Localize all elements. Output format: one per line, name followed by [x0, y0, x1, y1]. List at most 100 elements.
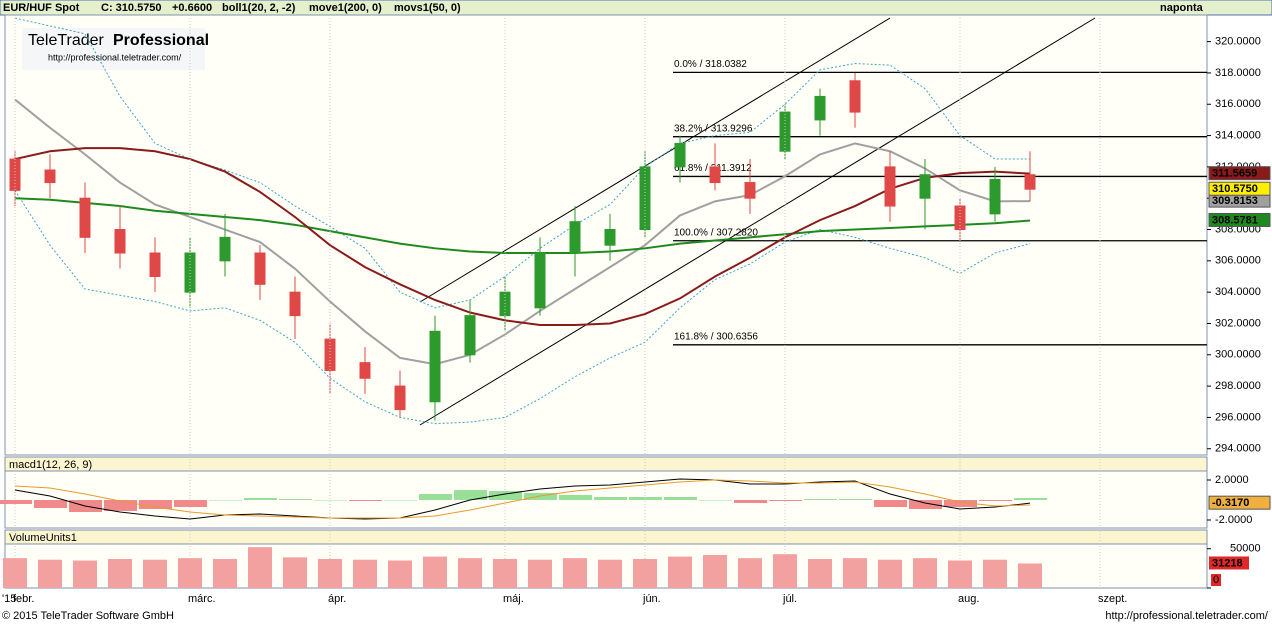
- macd-histogram: [489, 491, 522, 500]
- volume-bar: [878, 559, 902, 588]
- x-tick-label: jún.: [642, 593, 661, 605]
- indicator: move1(200, 0): [309, 2, 382, 14]
- volume-bar: [108, 558, 132, 588]
- volume-bar: [423, 556, 447, 588]
- candle-body: [219, 236, 231, 262]
- x-tick-label: szept.: [1098, 593, 1127, 605]
- panel-title: VolumeUnits1: [9, 532, 77, 544]
- macd-header: [4, 456, 1208, 472]
- macd-histogram: [174, 500, 207, 507]
- macd-histogram: [349, 500, 382, 501]
- fib-label: 100.0% / 307.2820: [674, 227, 758, 238]
- y-tick-label: 306.0000: [1215, 255, 1261, 267]
- volume-bar: [458, 558, 482, 588]
- macd-histogram: [909, 500, 942, 509]
- candle-body: [114, 229, 126, 254]
- last-value-badge: 311.5659: [1212, 168, 1257, 180]
- candle-body: [149, 252, 161, 277]
- macd-histogram: [874, 500, 907, 507]
- volume-bar: [1018, 563, 1042, 588]
- macd-histogram: [559, 495, 592, 500]
- candle-body: [1024, 174, 1036, 190]
- volume-bar: [388, 560, 412, 588]
- candle-body: [534, 252, 546, 309]
- volume-badge-bg: [1209, 556, 1249, 570]
- macd-histogram: [139, 500, 172, 509]
- volume-bar: [948, 560, 972, 588]
- candle-body: [429, 330, 441, 403]
- volume-bar: [843, 558, 867, 588]
- year-label: '15: [2, 593, 16, 605]
- y-tick-label: 294.0000: [1215, 443, 1261, 455]
- macd-histogram: [0, 500, 32, 504]
- footer-url: http://professional.teletrader.com/: [1105, 610, 1269, 622]
- y-tick-label: 298.0000: [1215, 380, 1261, 392]
- candle-body: [184, 252, 196, 293]
- x-tick-label: júl.: [782, 593, 797, 605]
- candle-body: [954, 205, 966, 231]
- volume-bar: [738, 558, 762, 588]
- volume-bar: [773, 554, 797, 588]
- macd-histogram: [34, 500, 67, 508]
- macd-histogram: [839, 499, 872, 500]
- volume-bar: [913, 558, 937, 588]
- candle-body: [254, 252, 266, 285]
- y-tick-label: -2.0000: [1215, 514, 1252, 526]
- fib-label: 38.2% / 313.9296: [674, 123, 753, 134]
- macd-line: [14, 479, 1031, 519]
- y-tick-label: 314.0000: [1215, 129, 1261, 141]
- y-tick-label: 296.0000: [1215, 411, 1261, 423]
- macd-histogram: [699, 500, 732, 501]
- y-tick-label: 50000: [1230, 543, 1261, 555]
- indicator-line: [14, 17, 1030, 309]
- indicator-line: [14, 197, 1031, 255]
- volume-bar: [808, 558, 832, 588]
- x-tick-label: aug.: [958, 593, 979, 605]
- macd-histogram: [209, 500, 242, 501]
- y-tick-label: 320.0000: [1215, 36, 1261, 48]
- candle-body: [289, 291, 301, 317]
- macd-histogram: [524, 493, 557, 500]
- volume-bar: [633, 558, 657, 588]
- panel-title: macd1(12, 26, 9): [9, 459, 92, 471]
- copyright: © 2015 TeleTrader Software GmbH: [2, 610, 174, 622]
- macd-histogram: [769, 500, 802, 501]
- logo-box: [22, 28, 205, 70]
- volume-zero-bg: [1211, 574, 1221, 586]
- close-badge: 310.5750: [1212, 183, 1258, 195]
- close-badge-bg: [1208, 181, 1271, 196]
- volume-bar: [493, 558, 517, 588]
- volume-bar: [248, 547, 272, 588]
- volume-bar: [213, 558, 237, 588]
- last-value-badge: 308.5781: [1212, 214, 1258, 226]
- last-value-badge-bg: [1208, 166, 1271, 181]
- candle-body: [604, 229, 616, 246]
- candle-body: [744, 182, 756, 199]
- volume-bar: [353, 559, 377, 588]
- candle-body: [779, 111, 791, 152]
- y-tick-label: 316.0000: [1215, 98, 1261, 110]
- macd-histogram: [629, 497, 662, 500]
- macd-badge: -0.3170: [1212, 497, 1249, 509]
- last-value-badge: 309.8153: [1212, 195, 1258, 207]
- volume-bar: [563, 558, 587, 588]
- macd-histogram: [314, 500, 347, 501]
- y-tick-label: 300.0000: [1215, 349, 1261, 361]
- y-tick-label: 302.0000: [1215, 317, 1261, 329]
- volume-bar: [598, 559, 622, 588]
- fib-label: 0.0% / 318.0382: [674, 59, 747, 70]
- candle-body: [814, 95, 826, 121]
- change: +0.6600: [172, 2, 212, 14]
- volume-bar: [528, 559, 552, 588]
- y-tick-label: 318.0000: [1215, 67, 1261, 79]
- trend-line: [419, 17, 1096, 426]
- macd-histogram: [594, 497, 627, 500]
- volume-bar: [983, 559, 1007, 588]
- logo-brand: TeleTrader: [28, 32, 105, 49]
- last-value-badge-bg: [1208, 212, 1271, 227]
- period: naponta: [1160, 2, 1204, 14]
- y-tick-label: 304.0000: [1215, 286, 1261, 298]
- candle-body: [464, 315, 476, 356]
- candle-body: [44, 169, 56, 184]
